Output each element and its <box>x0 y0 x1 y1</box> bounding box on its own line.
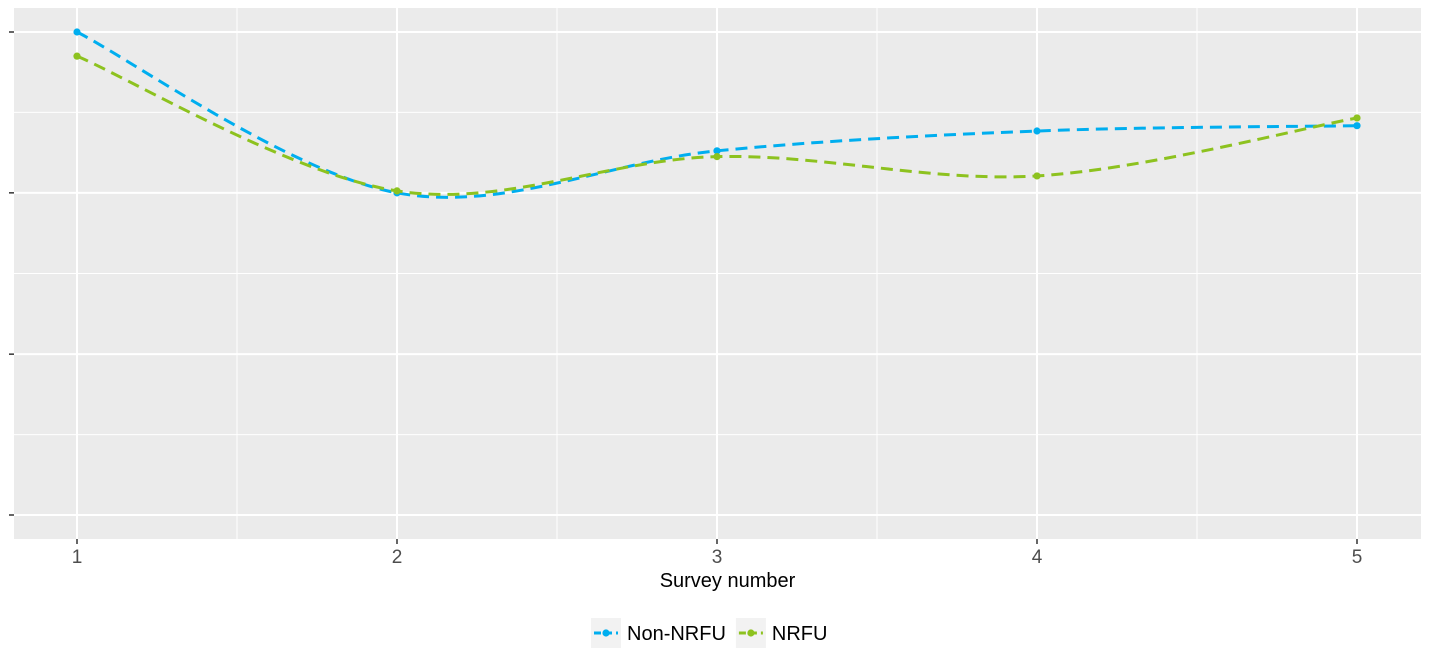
data-point <box>73 52 81 60</box>
x-tick-label: 1 <box>72 547 83 568</box>
major-gridlines <box>14 8 1421 539</box>
data-point <box>1033 127 1041 135</box>
series-layer <box>73 28 1361 199</box>
series-line <box>76 30 1358 199</box>
x-tick-label: 5 <box>1352 547 1363 568</box>
legend-item: NRFU <box>735 618 828 648</box>
legend: Non-NRFU NRFU <box>591 618 827 648</box>
x-tick-label: 2 <box>392 547 403 568</box>
legend-key-point <box>602 629 610 637</box>
data-point <box>713 147 721 155</box>
legend-key-point <box>747 629 755 637</box>
legend-label: Non-NRFU <box>627 623 726 645</box>
data-point <box>713 153 721 161</box>
x-axis-ticks <box>76 539 1358 544</box>
series-nrfu <box>73 52 1361 196</box>
data-point <box>1353 122 1361 130</box>
x-axis-title: Survey number <box>660 570 796 592</box>
data-point <box>393 187 401 195</box>
x-axis-tick-labels: 1 2 3 4 5 <box>72 547 1363 568</box>
data-point <box>73 28 81 36</box>
data-point <box>1353 114 1361 122</box>
x-tick-label: 4 <box>1032 547 1043 568</box>
y-axis-ticks <box>9 31 14 516</box>
x-tick-label: 3 <box>712 547 723 568</box>
legend-item: Non-NRFU <box>591 618 726 648</box>
data-point <box>1033 172 1041 180</box>
legend-label: NRFU <box>772 623 828 645</box>
